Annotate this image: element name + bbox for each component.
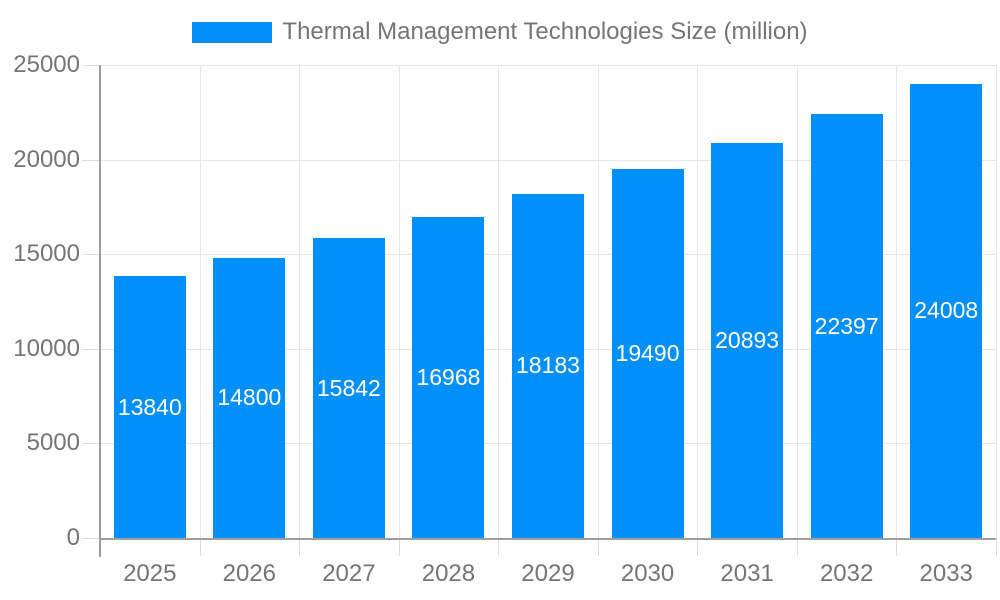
x-axis-tick (996, 538, 997, 556)
bar-value-label: 24008 (914, 297, 979, 324)
y-axis-label: 10000 (13, 334, 80, 362)
x-axis-label: 2032 (819, 560, 874, 587)
x-gridline (299, 65, 301, 538)
bar[interactable]: 20893 (711, 142, 784, 538)
y-gridline (100, 65, 996, 66)
y-axis-tick (82, 348, 100, 350)
y-axis-label: 5000 (26, 429, 80, 457)
bar-value-label: 13840 (117, 393, 182, 420)
x-axis-tick (498, 538, 500, 556)
x-axis-tick (597, 538, 599, 556)
x-axis-label: 2025 (123, 560, 177, 587)
x-gridline (896, 65, 898, 538)
x-gridline (199, 65, 201, 538)
bar-value-label: 20893 (715, 326, 780, 353)
y-gridline (100, 159, 996, 161)
y-axis-tick (82, 443, 100, 445)
bar[interactable]: 22397 (810, 114, 883, 538)
bar[interactable]: 14800 (213, 257, 286, 538)
x-axis-label: 2030 (620, 560, 675, 587)
legend-label: Thermal Management Technologies Size (mi… (282, 18, 808, 45)
y-axis-label: 15000 (13, 240, 80, 268)
bar-value-label: 15842 (316, 374, 381, 401)
y-axis-tick (82, 538, 100, 539)
x-axis-tick (896, 538, 898, 556)
x-axis-label: 2028 (421, 560, 476, 587)
x-gridline (597, 65, 599, 538)
bar-value-label: 18183 (516, 352, 580, 379)
x-axis-label: 2026 (222, 560, 277, 587)
y-axis-tick (82, 65, 100, 66)
bar-value-label: 14800 (217, 384, 282, 411)
bar[interactable]: 24008 (910, 83, 983, 538)
bar[interactable]: 13840 (113, 276, 186, 538)
x-axis-tick (398, 538, 400, 556)
x-gridline (996, 65, 997, 538)
x-axis-label: 2031 (720, 560, 774, 587)
y-axis-label: 0 (66, 524, 80, 551)
legend-swatch (192, 21, 273, 43)
bar-value-label: 22397 (814, 312, 879, 339)
bar[interactable]: 19490 (611, 169, 684, 538)
x-axis-label: 2033 (919, 560, 973, 587)
x-axis-label: 2029 (521, 560, 575, 587)
x-axis-tick (299, 538, 301, 556)
x-axis-tick (199, 538, 201, 556)
x-gridline (697, 65, 699, 538)
legend-item[interactable]: Thermal Management Technologies Size (mi… (0, 16, 1000, 48)
bar[interactable]: 16968 (412, 216, 485, 538)
y-axis-tick (82, 159, 100, 161)
bar-value-label: 16968 (416, 363, 481, 390)
x-gridline (796, 65, 798, 538)
bar[interactable]: 18183 (512, 193, 584, 538)
bar[interactable]: 15842 (312, 238, 385, 538)
x-axis-line (100, 538, 996, 540)
x-axis-label: 2027 (322, 560, 376, 587)
x-gridline (498, 65, 500, 538)
x-gridline (398, 65, 400, 538)
y-axis-tick (82, 254, 100, 256)
x-axis-tick (697, 538, 699, 556)
y-axis-label: 20000 (13, 145, 80, 173)
y-axis-label: 25000 (13, 51, 80, 78)
y-axis-line (99, 65, 101, 557)
x-axis-tick (796, 538, 798, 556)
bar-value-label: 19490 (615, 340, 680, 367)
